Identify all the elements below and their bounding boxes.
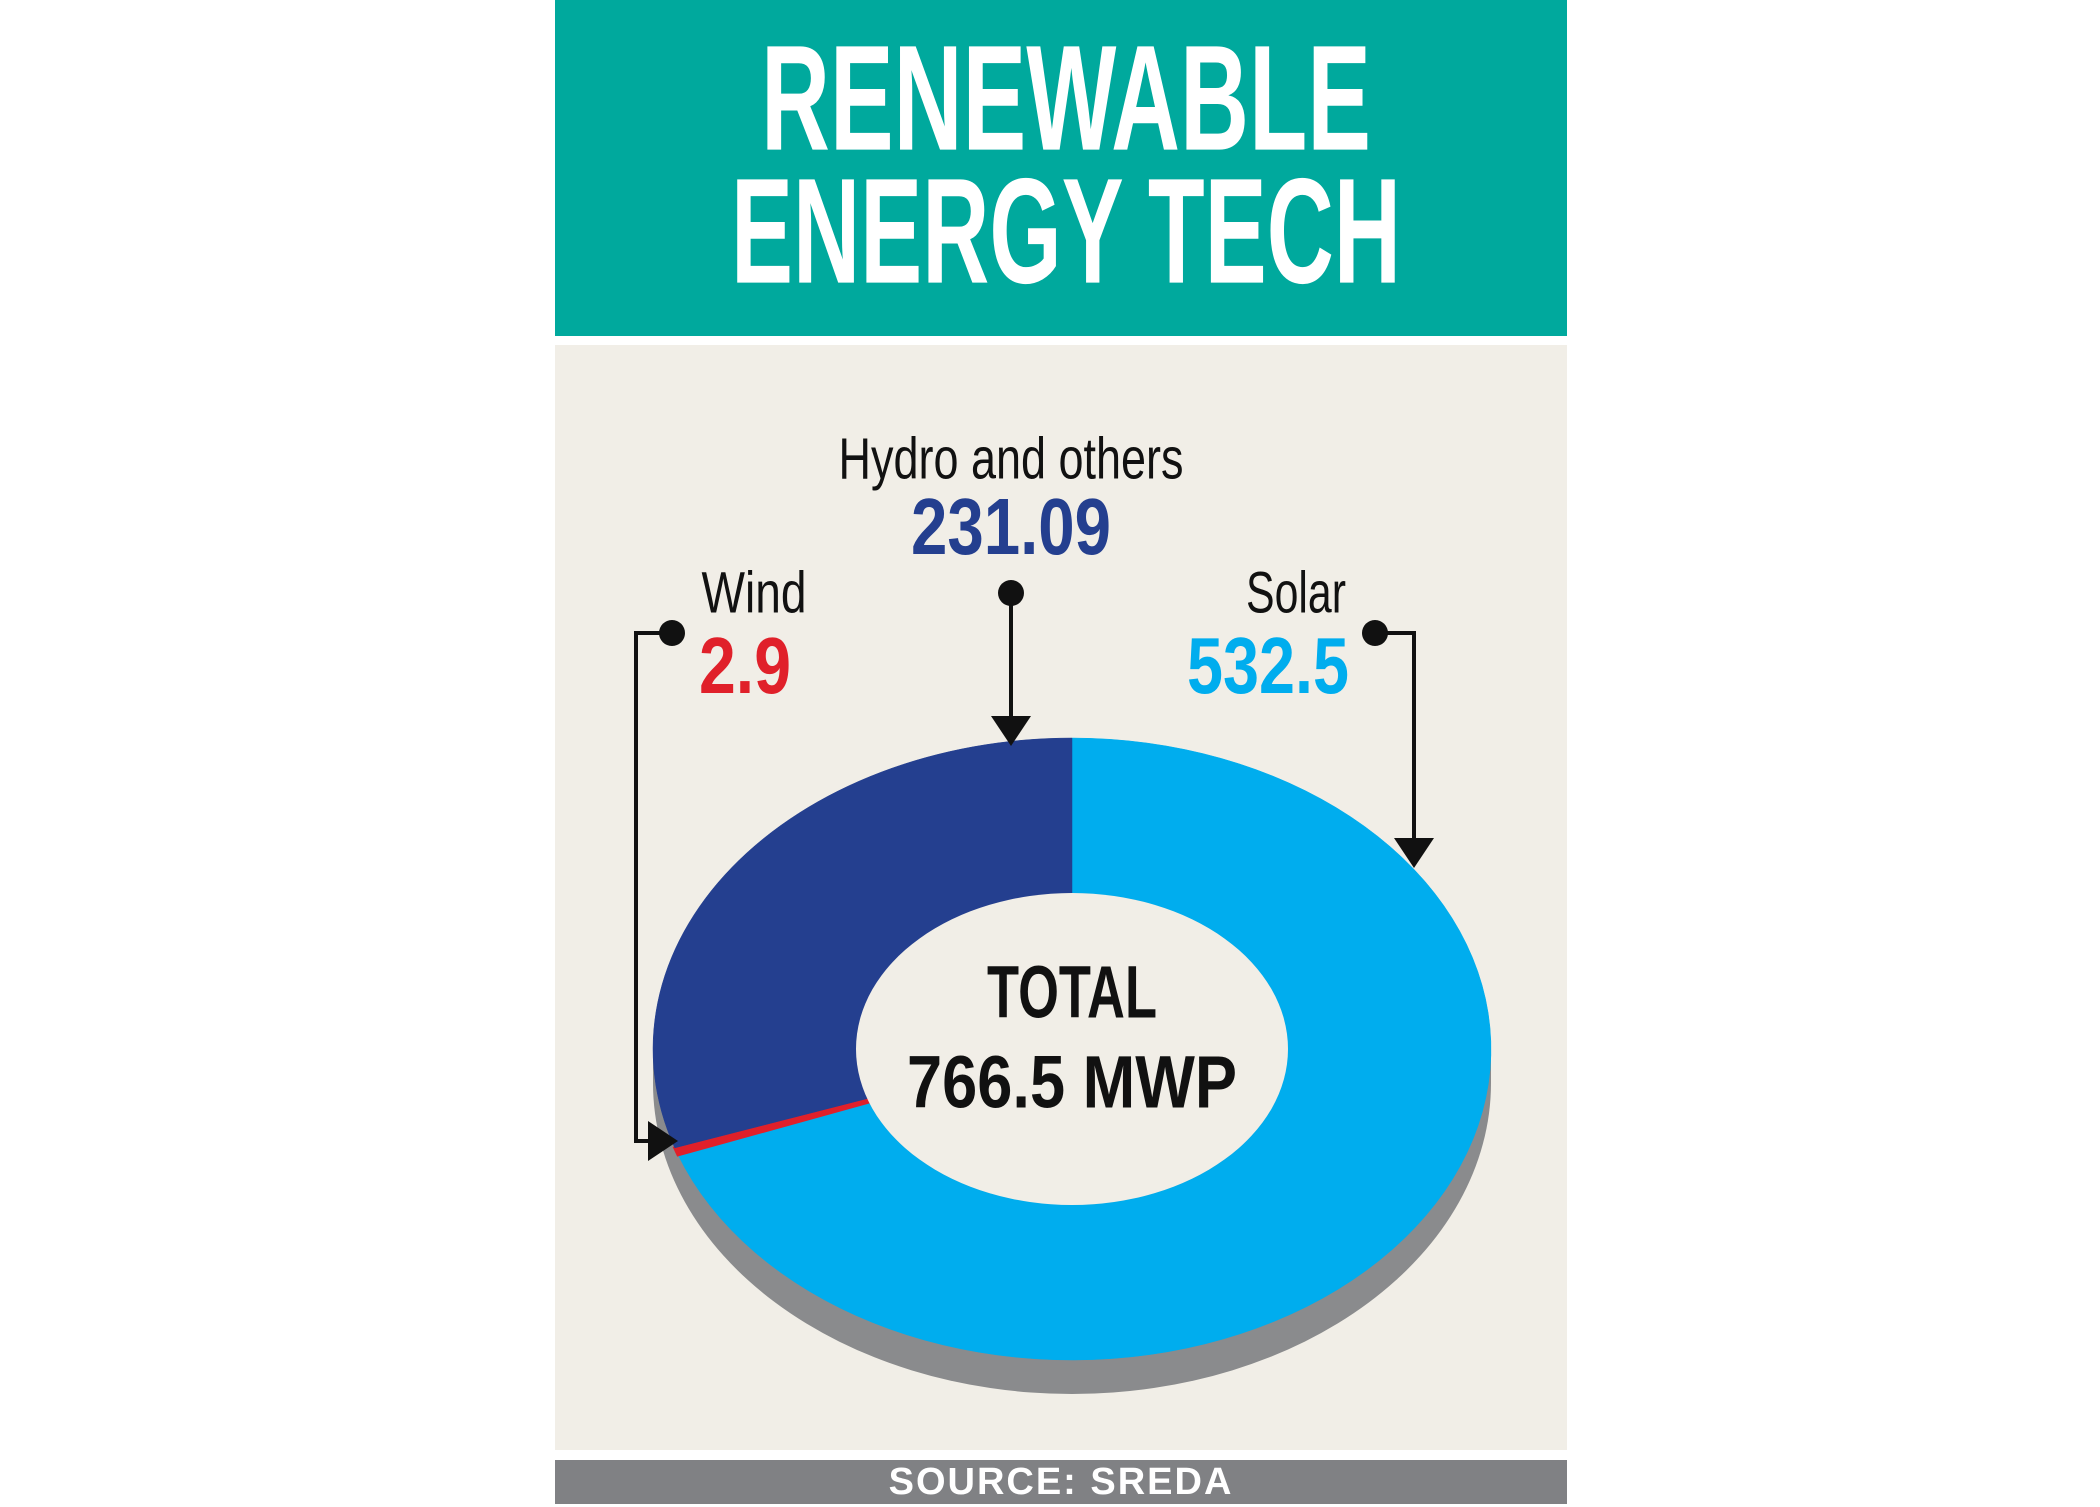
category-label: Hydro and others bbox=[839, 426, 1184, 491]
source-bar bbox=[555, 1460, 1567, 1504]
category-label: Wind bbox=[702, 560, 807, 625]
value-label: 2.9 bbox=[699, 621, 791, 710]
donut-hole bbox=[856, 893, 1288, 1205]
chart-title: ENERGY TECH bbox=[731, 147, 1401, 315]
leader-arrow bbox=[1394, 838, 1434, 868]
center-label: 766.5 MWP bbox=[907, 1041, 1237, 1124]
leader-arrow bbox=[991, 716, 1031, 746]
center-label: TOTAL bbox=[987, 951, 1157, 1034]
value-label: 532.5 bbox=[1187, 621, 1349, 710]
leader-dot bbox=[659, 620, 685, 646]
leader-dot bbox=[1362, 620, 1388, 646]
leader-dot bbox=[998, 580, 1024, 606]
header bbox=[555, 0, 1567, 336]
category-label: Solar bbox=[1246, 560, 1346, 625]
source: SOURCE: SREDA bbox=[889, 1461, 1234, 1503]
leader-arrow bbox=[648, 1121, 678, 1161]
chart-title: RENEWABLE bbox=[761, 14, 1371, 182]
value-label: 231.09 bbox=[911, 482, 1111, 571]
